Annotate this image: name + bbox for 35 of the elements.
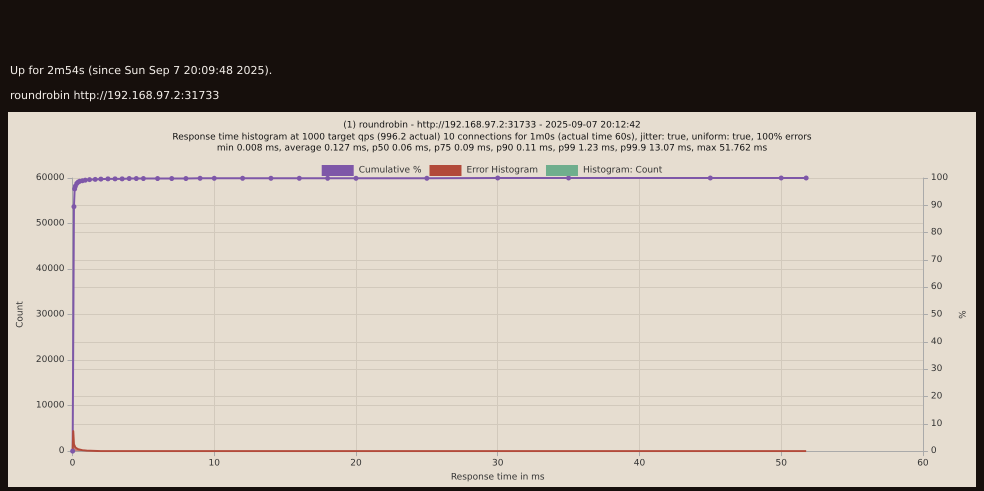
- y2-tick-label: 80: [930, 228, 943, 238]
- x-tick-label: 30: [492, 458, 504, 469]
- y2-tick-label: 60: [930, 282, 943, 292]
- legend-label: Cumulative %: [358, 166, 422, 176]
- y2-tick-label: 40: [930, 336, 943, 347]
- chart-title: (1) roundrobin - http://192.168.97.2:31733 - 2025-09-07 20:12:42: [343, 120, 641, 130]
- y-tick-label: 20000: [36, 355, 65, 366]
- x-axis-title: Response time in ms: [450, 472, 545, 482]
- legend-label: Histogram: Count: [582, 166, 663, 176]
- y-tick-label: 40000: [36, 264, 65, 274]
- y-tick-label: 50000: [36, 218, 65, 229]
- chart-subtitle: Response time histogram at 1000 target qps (996.2 actual) 10 connections for 1m0s (actual time 60s), jitter: true, uniform: true, 100% errors min 0.008 ms, average 0.127 ms, p50 0.06 ms, p75 0.09 ms, p90 0.11 ms, p99 1.23 ms, p99.9 13.07 ms, max 51.762 ms: [172, 132, 812, 154]
- y-tick-label: 30000: [36, 310, 65, 320]
- y2-tick-label: 100: [930, 173, 948, 183]
- y2-tick-label: 20: [930, 391, 943, 402]
- legend-label: Error Histogram: [466, 166, 538, 176]
- y2-tick-label: 70: [930, 254, 943, 265]
- x-tick-label: 20: [350, 458, 362, 469]
- y2-tick-label: 50: [930, 310, 943, 320]
- x-tick-label: 0: [70, 458, 76, 469]
- text: Up for 2m54s (since Sun Sep 7 20:09:48 2025).: [10, 63, 272, 79]
- y2-tick-label: 10: [930, 418, 943, 429]
- y-tick-label: 10000: [36, 400, 65, 411]
- y2-tick-label: 0: [930, 446, 937, 456]
- y-axis-title: Count: [16, 300, 26, 328]
- y2-tick-label: 90: [930, 200, 943, 210]
- y-tick-label: 60000: [36, 173, 65, 183]
- x-tick-label: 60: [917, 458, 929, 469]
- x-tick-label: 10: [208, 458, 220, 469]
- y2-tick-label: 30: [930, 364, 943, 374]
- x-tick-label: 50: [775, 458, 788, 469]
- x-tick-label: 40: [634, 458, 646, 469]
- y2-axis-title: %: [958, 310, 968, 319]
- y-tick-label: 0: [58, 446, 65, 456]
- text: roundrobin http://192.168.97.2:31733: [10, 88, 220, 104]
